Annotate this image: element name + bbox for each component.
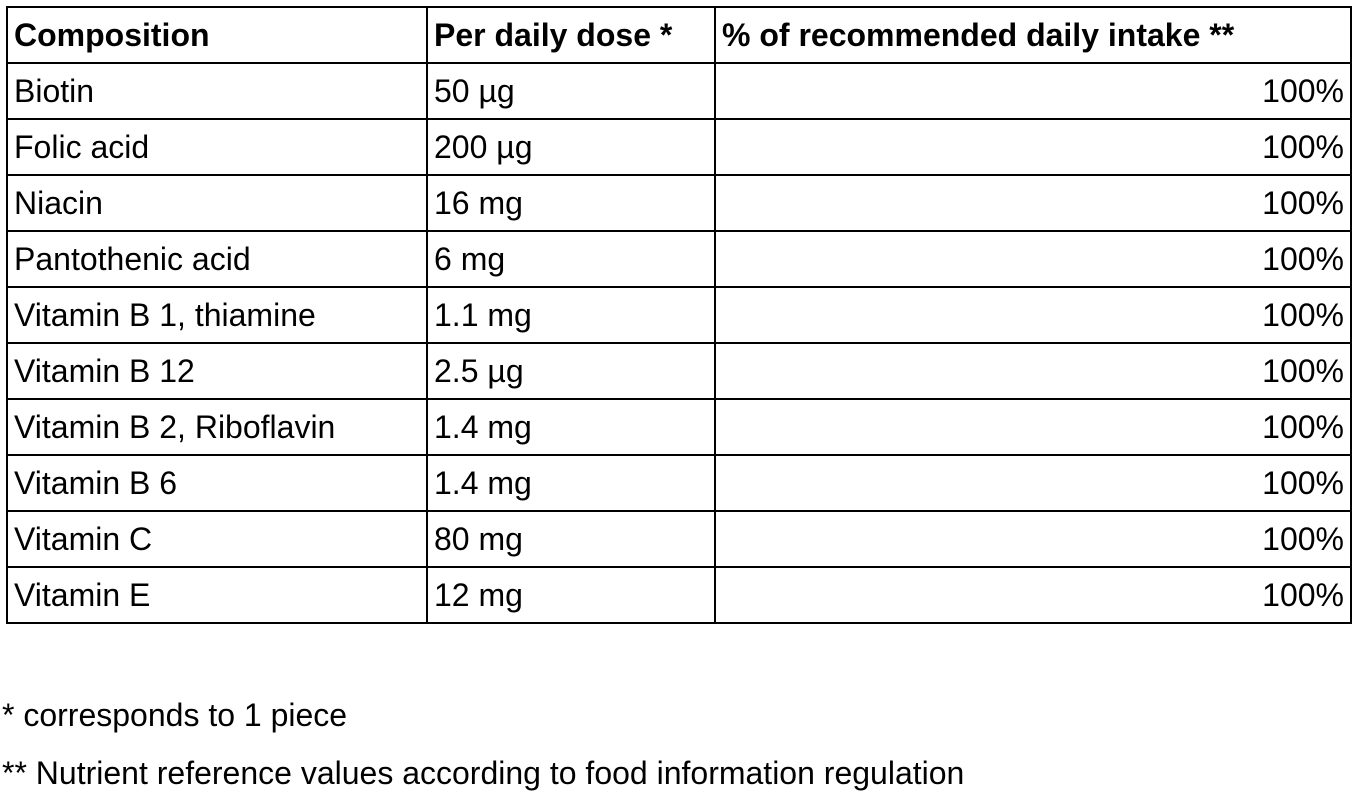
table-cell: 6 mg [426,230,716,288]
footnote: ** Nutrient reference values according t… [2,755,965,791]
table-cell: Vitamin C [6,510,428,568]
table-cell: 100% [714,230,1352,288]
header-cell: % of recommended daily intake ** [714,6,1352,64]
table-row: Vitamin E 12 mg 100% [6,566,1352,624]
table-cell: Vitamin B 12 [6,342,428,400]
table-cell: 100% [714,566,1352,624]
table-cell: 80 mg [426,510,716,568]
table-cell: Vitamin B 1, thiamine [6,286,428,344]
table-row: Niacin 16 mg 100% [6,174,1352,232]
table-cell: Vitamin B 2, Riboflavin [6,398,428,456]
table-cell: 100% [714,454,1352,512]
table-cell: 12 mg [426,566,716,624]
footnote: * corresponds to 1 piece [2,697,348,733]
table-row: Biotin 50 µg 100% [6,62,1352,120]
table-row: Folic acid 200 µg 100% [6,118,1352,176]
header-cell: Per daily dose * [426,6,716,64]
table-cell: Biotin [6,62,428,120]
table-row: Pantothenic acid 6 mg 100% [6,230,1352,288]
table-cell: 1.4 mg [426,454,716,512]
table-cell: Pantothenic acid [6,230,428,288]
table-cell: Vitamin E [6,566,428,624]
table-cell: 100% [714,174,1352,232]
table-cell: 100% [714,62,1352,120]
table-cell: Vitamin B 6 [6,454,428,512]
table-cell: 100% [714,398,1352,456]
table-cell: 2.5 µg [426,342,716,400]
table-row: Vitamin B 2, Riboflavin 1.4 mg 100% [6,398,1352,456]
table-cell: 16 mg [426,174,716,232]
table-cell: 100% [714,286,1352,344]
table-cell: 50 µg [426,62,716,120]
header-cell: Composition [6,6,428,64]
table-cell: 200 µg [426,118,716,176]
composition-table: Composition Per daily dose *% of recommen… [6,6,1352,624]
table-cell: 1.4 mg [426,398,716,456]
table-row: Vitamin C 80 mg 100% [6,510,1352,568]
header-row: Composition Per daily dose *% of recommen… [6,6,1352,64]
table-row: Vitamin B 12 2.5 µg 100% [6,342,1352,400]
table-row: Vitamin B 1, thiamine 1.1 mg 100% [6,286,1352,344]
table-cell: 100% [714,342,1352,400]
table-cell: 100% [714,510,1352,568]
table-cell: 100% [714,118,1352,176]
table-cell: Niacin [6,174,428,232]
table-row: Vitamin B 6 1.4 mg 100% [6,454,1352,512]
table-cell: 1.1 mg [426,286,716,344]
table-cell: Folic acid [6,118,428,176]
